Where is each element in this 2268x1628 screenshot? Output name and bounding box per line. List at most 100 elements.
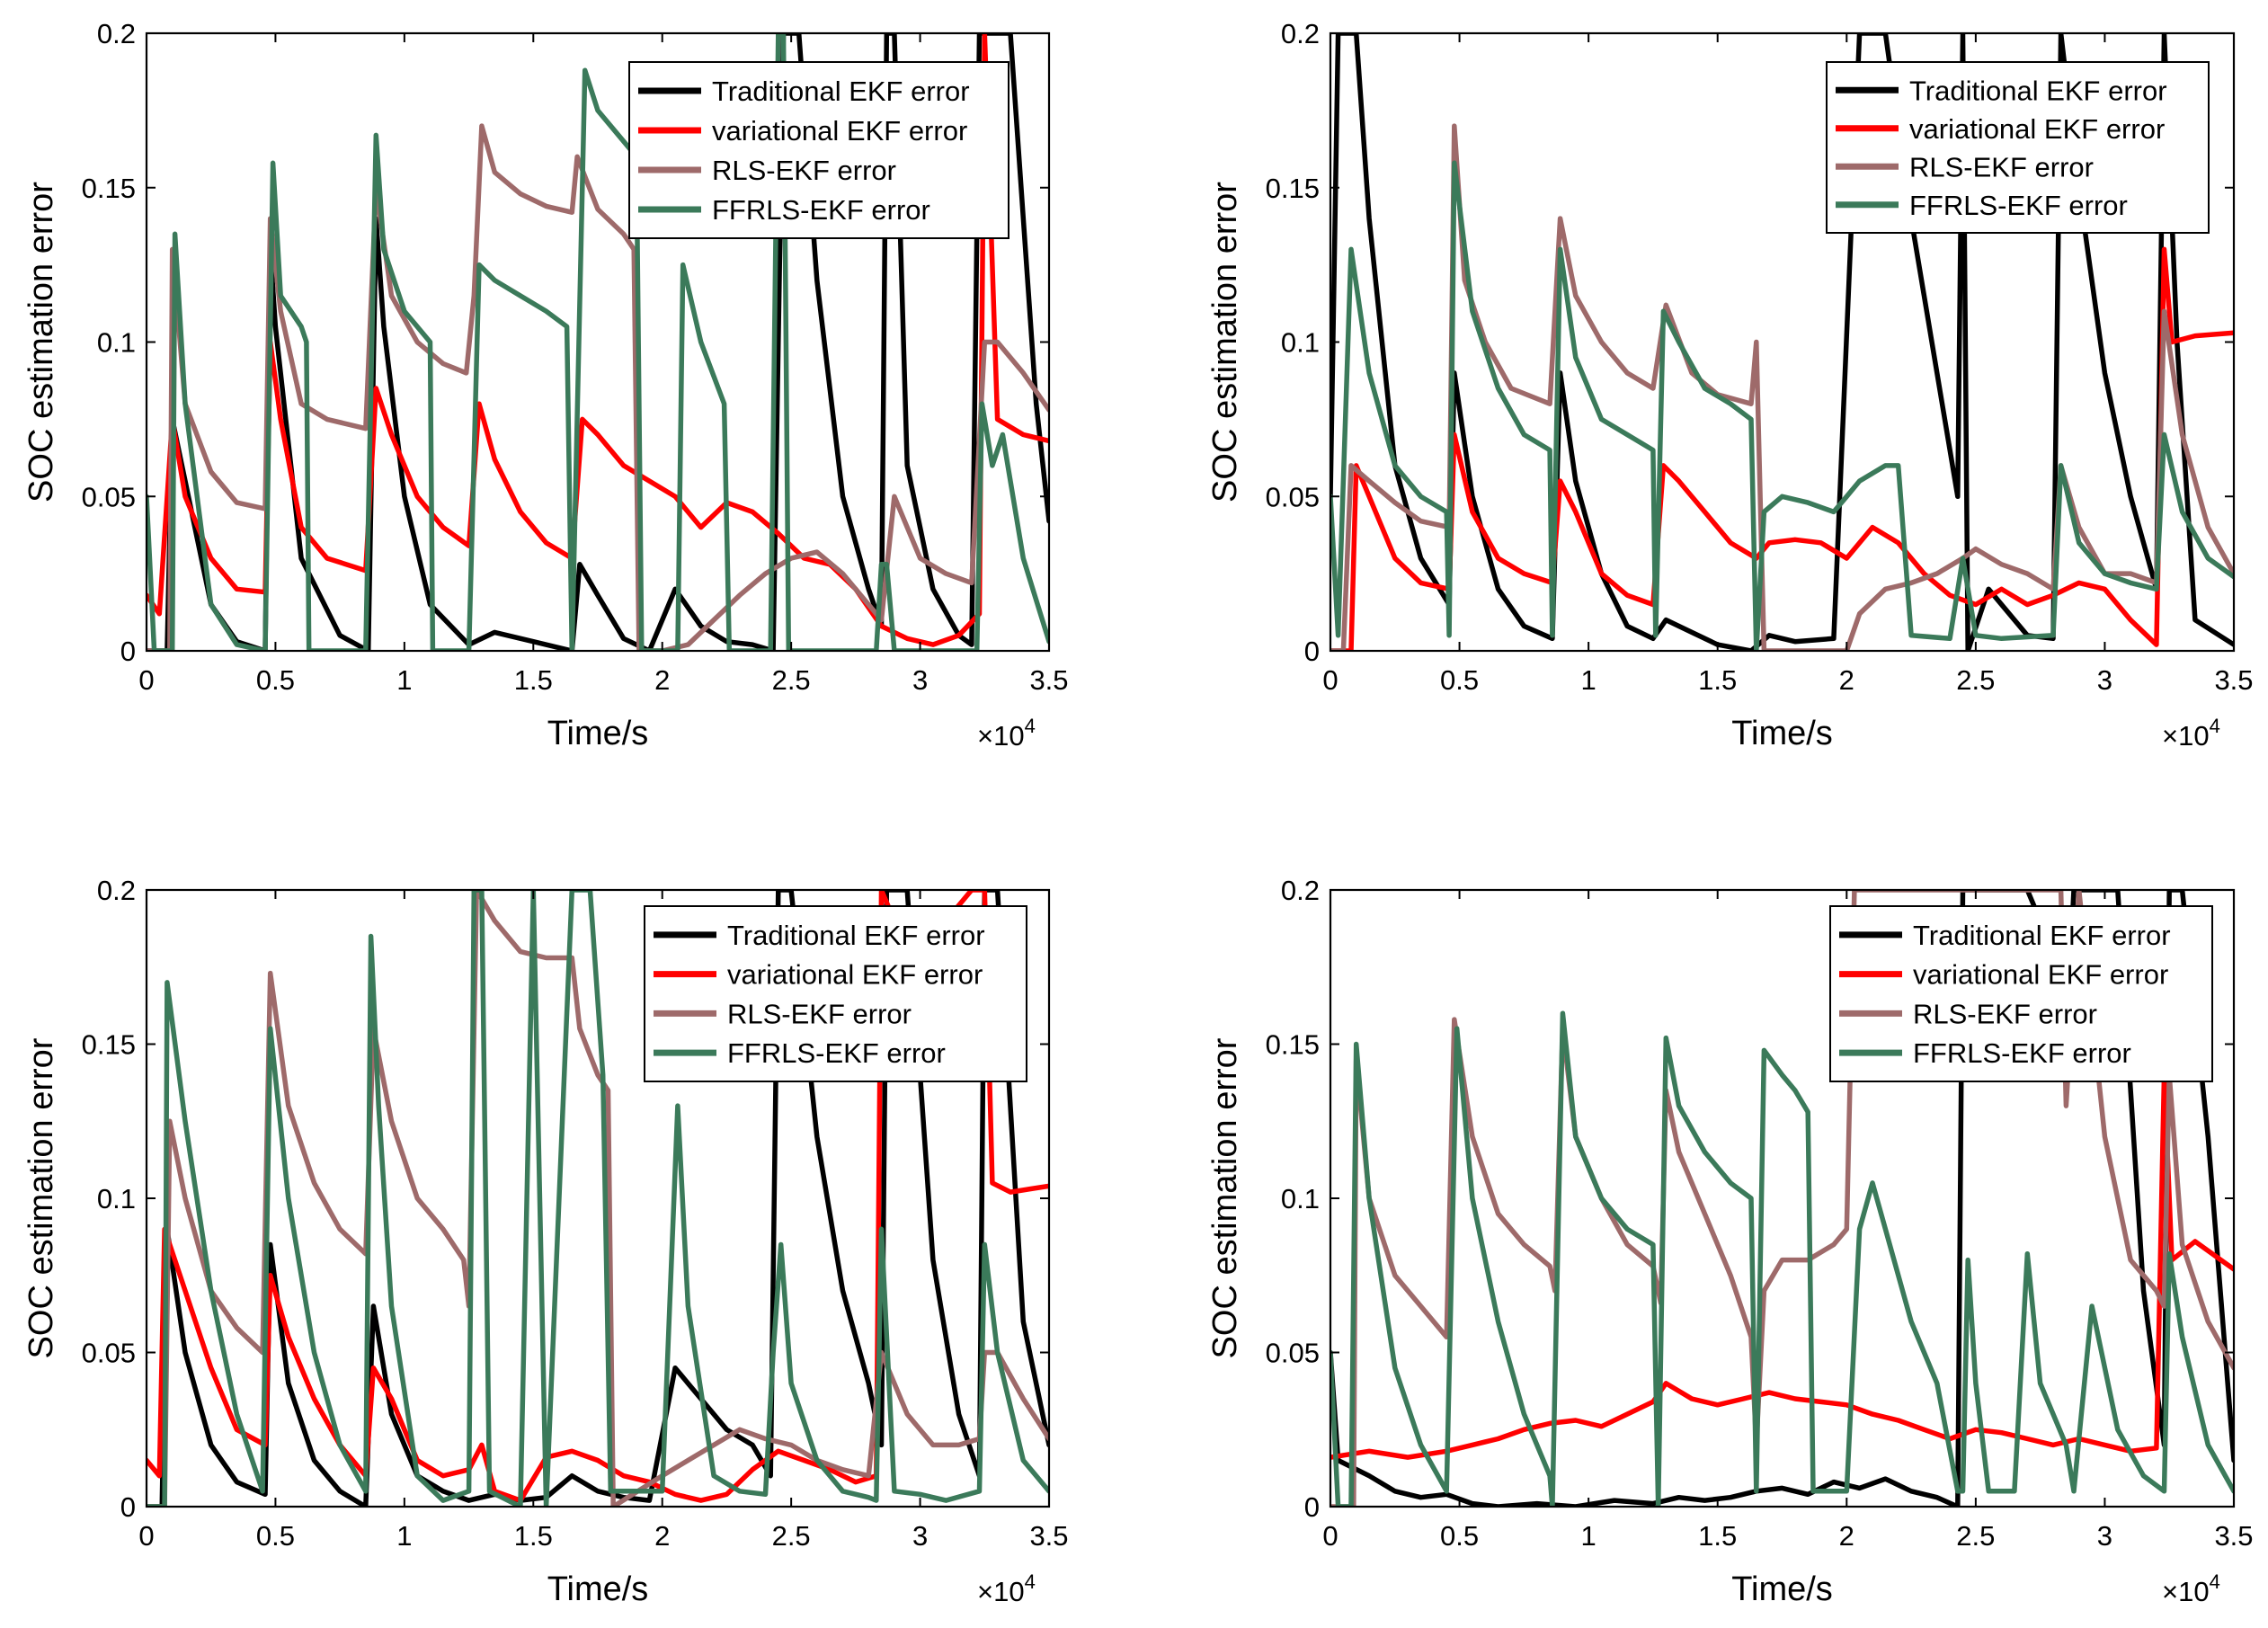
y-tick-label: 0.15 — [1266, 173, 1320, 204]
y-tick-label: 0.05 — [82, 1338, 136, 1369]
x-tick-label: 2 — [654, 664, 670, 696]
legend-entry: Traditional EKF error — [1909, 75, 2167, 106]
y-tick-label: 0.2 — [1281, 875, 1320, 906]
x-tick-label: 3.5 — [2214, 664, 2253, 696]
x-tick-label: 1.5 — [514, 664, 553, 696]
series-line-ffrls-ekf-error — [147, 33, 1049, 651]
x-tick-label: 0 — [1322, 664, 1338, 696]
y-tick-label: 0.2 — [97, 875, 136, 906]
y-tick-label: 0.2 — [1281, 18, 1320, 49]
legend: Traditional EKF error variational EKF err… — [628, 61, 1009, 239]
x-tick-label: 3.5 — [2214, 1520, 2253, 1552]
legend: Traditional EKF error variational EKF err… — [644, 905, 1027, 1082]
x-tick-label: 1 — [1581, 1520, 1596, 1552]
x-tick-label: 3 — [912, 664, 928, 696]
x-tick-label: 0.5 — [1440, 664, 1479, 696]
panel-bottom-left: 0 0.5 1 1.5 2 2.5 3 3.5 0 0.05 0.1 0.15 0.2 Tradition… — [22, 875, 1069, 1608]
y-tick-label: 0 — [120, 1491, 136, 1523]
y-tick-label: 0.1 — [1281, 1183, 1320, 1214]
y-tick-label: 0.05 — [1266, 1338, 1320, 1369]
panel-top-left: 0 0.5 1 1.5 2 2.5 3 3.5 0 0.05 0.1 0.15 0.2 Tradition… — [22, 18, 1069, 752]
x-tick-label: 0 — [138, 1520, 154, 1552]
x-tick-label: 0.5 — [256, 1520, 295, 1552]
x-tick-label: 2.5 — [772, 664, 811, 696]
x-axis-label-bottom-left: Time/s — [547, 1570, 649, 1608]
y-axis-label-top-left: SOC estimation error — [22, 182, 60, 503]
x-tick-label: 1.5 — [1698, 1520, 1737, 1552]
panel-bottom-right: 0 0.5 1 1.5 2 2.5 3 3.5 0 0.05 0.1 0.15 0.2 Tradition… — [1206, 875, 2254, 1608]
series-line-ffrls-ekf-error — [1330, 160, 2234, 651]
x-tick-label: 1 — [396, 1520, 412, 1552]
series-line-rls-ekf-error — [147, 123, 1049, 651]
x-exponent-top-right: ×104 — [2162, 715, 2220, 752]
y-tick-label: 0.05 — [1266, 481, 1320, 512]
plot-area-top-left: 0 0.5 1 1.5 2 2.5 3 3.5 0 0.05 0.1 0.15 0.2 Tradition… — [82, 18, 1069, 696]
legend-entry: RLS-EKF error — [712, 155, 896, 186]
series-line-rls-ekf-error — [147, 890, 1049, 1507]
plot-area-bottom-right: 0 0.5 1 1.5 2 2.5 3 3.5 0 0.05 0.1 0.15 0.2 Tradition… — [1266, 875, 2254, 1552]
x-tick-label: 1.5 — [514, 1520, 553, 1552]
x-tick-label: 3.5 — [1029, 664, 1068, 696]
panel-top-right: 0 0.5 1 1.5 2 2.5 3 3.5 0 0.05 0.1 0.15 0.2 Tradition… — [1206, 18, 2254, 752]
y-tick-label: 0.15 — [82, 1029, 136, 1061]
x-tick-label: 0 — [1322, 1520, 1338, 1552]
legend-entry: Traditional EKF error — [712, 76, 970, 107]
y-axis-label-bottom-left: SOC estimation error — [22, 1037, 60, 1358]
legend-entry: Traditional EKF error — [727, 920, 985, 951]
series-group — [1330, 890, 2234, 1507]
legend-entry: variational EKF error — [727, 959, 983, 991]
x-tick-label: 3 — [2097, 664, 2112, 696]
x-exponent-top-left: ×104 — [977, 715, 1036, 752]
y-tick-label: 0 — [120, 636, 136, 667]
plot-area-top-right: 0 0.5 1 1.5 2 2.5 3 3.5 0 0.05 0.1 0.15 0.2 Tradition… — [1266, 18, 2254, 696]
legend-entry: variational EKF error — [1909, 113, 2165, 145]
x-tick-label: 2.5 — [1956, 664, 1995, 696]
y-tick-label: 0.15 — [82, 173, 136, 204]
series-line-traditional-ekf-error — [1330, 890, 2234, 1507]
x-tick-label: 1 — [1581, 664, 1596, 696]
legend-entry: variational EKF error — [712, 115, 967, 147]
plot-area-bottom-left: 0 0.5 1 1.5 2 2.5 3 3.5 0 0.05 0.1 0.15 0.2 Tradition… — [82, 875, 1069, 1552]
x-axis-label-bottom-right: Time/s — [1731, 1570, 1833, 1608]
legend-entry: RLS-EKF error — [1913, 998, 2097, 1029]
x-tick-label: 2.5 — [1956, 1520, 1995, 1552]
legend-entry: FFRLS-EKF error — [1909, 190, 2128, 221]
legend: Traditional EKF error variational EKF err… — [1826, 61, 2210, 234]
x-tick-label: 2 — [1839, 1520, 1854, 1552]
series-line-ffrls-ekf-error — [1330, 1010, 2234, 1507]
y-axis-label-bottom-right: SOC estimation error — [1206, 1037, 1244, 1358]
legend-entry: variational EKF error — [1913, 959, 2168, 991]
legend-entry: Traditional EKF error — [1913, 920, 2171, 951]
y-tick-label: 0 — [1304, 636, 1320, 667]
legend-entry: FFRLS-EKF error — [727, 1037, 946, 1069]
legend-entry: FFRLS-EKF error — [1913, 1037, 2131, 1069]
x-tick-label: 1.5 — [1698, 664, 1737, 696]
legend: Traditional EKF error variational EKF err… — [1829, 905, 2213, 1082]
x-tick-label: 2 — [654, 1520, 670, 1552]
series-line-rls-ekf-error — [1330, 123, 2234, 651]
legend-entry: RLS-EKF error — [727, 998, 912, 1029]
x-tick-label: 0 — [138, 664, 154, 696]
y-tick-label: 0.1 — [97, 1183, 136, 1214]
y-tick-label: 0.2 — [97, 18, 136, 49]
x-tick-label: 3.5 — [1029, 1520, 1068, 1552]
y-axis-label-top-right: SOC estimation error — [1206, 182, 1244, 503]
legend-entry: RLS-EKF error — [1909, 151, 2094, 182]
legend-entry: FFRLS-EKF error — [712, 194, 930, 226]
x-tick-label: 3 — [912, 1520, 928, 1552]
x-tick-label: 2 — [1839, 664, 1854, 696]
series-line-ffrls-ekf-error — [147, 890, 1049, 1507]
x-axis-label-top-right: Time/s — [1731, 715, 1833, 752]
x-axis-label-top-left: Time/s — [547, 715, 649, 752]
x-tick-label: 1 — [396, 664, 412, 696]
x-exponent-bottom-left: ×104 — [977, 1570, 1036, 1607]
x-tick-label: 0.5 — [1440, 1520, 1479, 1552]
x-exponent-bottom-right: ×104 — [2162, 1570, 2220, 1607]
y-tick-label: 0.05 — [82, 481, 136, 512]
x-tick-label: 3 — [2097, 1520, 2112, 1552]
y-tick-label: 0 — [1304, 1491, 1320, 1523]
series-group — [1330, 33, 2234, 651]
x-tick-label: 0.5 — [256, 664, 295, 696]
x-tick-label: 2.5 — [772, 1520, 811, 1552]
